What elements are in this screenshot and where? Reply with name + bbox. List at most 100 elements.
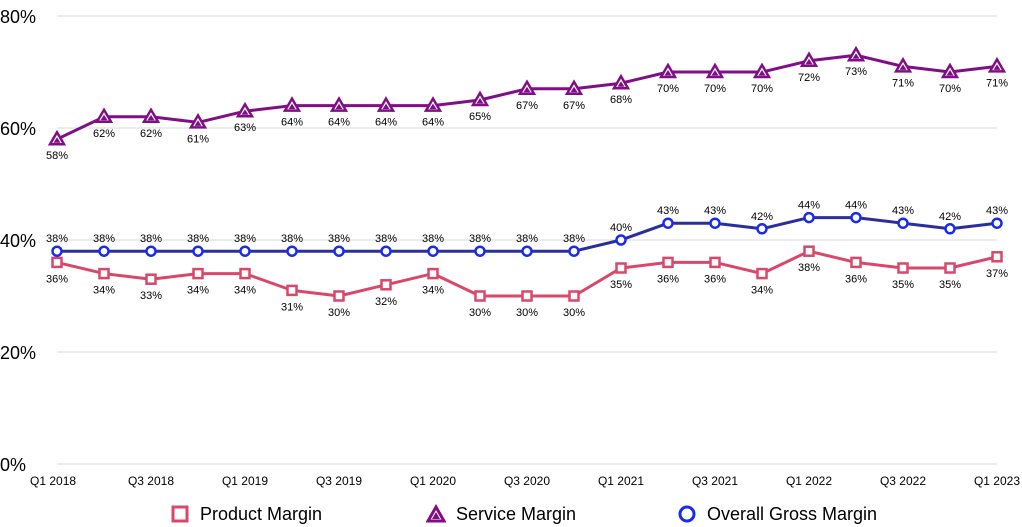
legend-item-service-margin[interactable]: Service Margin [426,503,576,525]
data-point-marker [897,262,909,274]
data-label: 70% [657,83,679,95]
data-point-marker [98,267,110,280]
x-tick-label: Q3 2019 [316,474,362,488]
data-label: 40% [610,222,632,234]
data-point-marker-inner [100,114,108,121]
data-label: 64% [375,117,397,129]
data-point-marker [850,256,862,269]
data-point-marker [286,284,298,297]
data-point-marker [239,267,251,280]
data-label: 73% [845,66,867,78]
triangle-marker-icon [426,504,446,523]
data-point-marker [380,245,392,257]
data-point-marker [944,262,956,274]
data-label: 35% [892,279,914,291]
data-label: 35% [610,279,632,291]
data-label: 38% [140,233,162,245]
data-label: 34% [751,285,773,297]
data-point-marker [333,245,345,257]
data-point-marker [51,245,63,257]
data-point-marker [333,290,345,302]
data-point-marker-inner [617,81,625,87]
data-point-marker [51,256,63,269]
data-label: 43% [704,205,726,217]
data-label: 37% [986,268,1008,280]
y-tick-label: 40% [0,231,36,251]
data-label: 67% [563,100,585,112]
data-point-marker [521,245,533,257]
data-label: 38% [563,233,585,245]
data-point-marker [944,223,956,235]
data-point-marker-inner [523,86,531,93]
data-label: 70% [939,83,961,95]
data-label: 42% [939,211,961,223]
data-point-marker [145,245,157,257]
data-point-marker [662,217,674,229]
data-point-marker [192,245,204,257]
x-tick-label: Q1 2023 [974,474,1020,488]
data-point-marker-inner [382,103,390,110]
data-point-marker [427,245,439,257]
data-label: 38% [93,233,115,245]
data-point-marker [286,245,298,257]
data-label: 32% [375,296,397,308]
data-label: 72% [798,72,820,84]
data-label: 33% [140,290,162,302]
data-label: 64% [328,117,350,129]
data-label: 36% [46,273,68,285]
data-label: 71% [892,77,914,89]
data-point-marker-inner [194,120,202,126]
data-label: 34% [187,285,209,297]
data-label: 36% [704,273,726,285]
legend-label-service-margin: Service Margin [456,503,577,524]
data-label: 36% [845,273,867,285]
data-label: 30% [469,307,491,319]
data-point-marker-inner [476,98,484,104]
data-point-marker-inner [335,103,343,110]
data-label: 38% [328,233,350,245]
data-point-marker [98,245,110,257]
data-label: 30% [516,307,538,319]
series-service-margin [47,45,1007,146]
data-label: 44% [845,200,867,212]
data-point-marker [474,290,486,302]
data-point-marker [709,217,721,229]
data-point-marker [803,211,815,224]
data-point-marker-inner [899,64,907,70]
data-label: 34% [93,285,115,297]
data-point-marker [662,256,674,269]
legend-label-overall-gross-margin: Overall Gross Margin [707,503,878,524]
data-point-marker-inner [429,103,437,110]
data-point-marker [568,290,580,302]
data-label: 30% [563,307,585,319]
data-point-marker [239,245,251,257]
x-axis-ticks: Q1 2018 Q3 2018 Q1 2019 Q3 2019 Q1 2020 Q3 20… [30,474,1020,488]
x-tick-label: Q1 2022 [786,474,832,488]
legend-item-product-margin[interactable]: Product Margin [170,503,322,525]
data-point-marker-inner [758,70,766,76]
legend-label-product-margin: Product Margin [200,503,323,524]
data-label: 43% [892,205,914,217]
data-point-marker [615,234,627,246]
legend-item-overall-gross-margin[interactable]: Overall Gross Margin [677,503,877,525]
data-label: 38% [187,233,209,245]
data-point-marker-inner [711,70,719,76]
series-overall-gross-margin [51,211,1003,257]
y-tick-label: 80% [0,7,36,27]
data-label: 34% [234,285,256,297]
data-label: 38% [516,233,538,245]
data-point-marker-inner [288,103,296,110]
y-tick-label: 60% [0,119,36,139]
y-tick-label: 20% [0,343,36,363]
data-point-marker [615,262,627,274]
data-label: 38% [375,233,397,245]
data-label: 38% [469,233,491,245]
data-point-marker [756,267,768,280]
data-point-marker-inner [852,53,860,59]
data-point-marker [709,256,721,269]
data-label: 38% [798,262,820,274]
data-label: 68% [610,94,632,106]
x-tick-label: Q1 2020 [410,474,456,488]
x-tick-label: Q1 2019 [222,474,268,488]
